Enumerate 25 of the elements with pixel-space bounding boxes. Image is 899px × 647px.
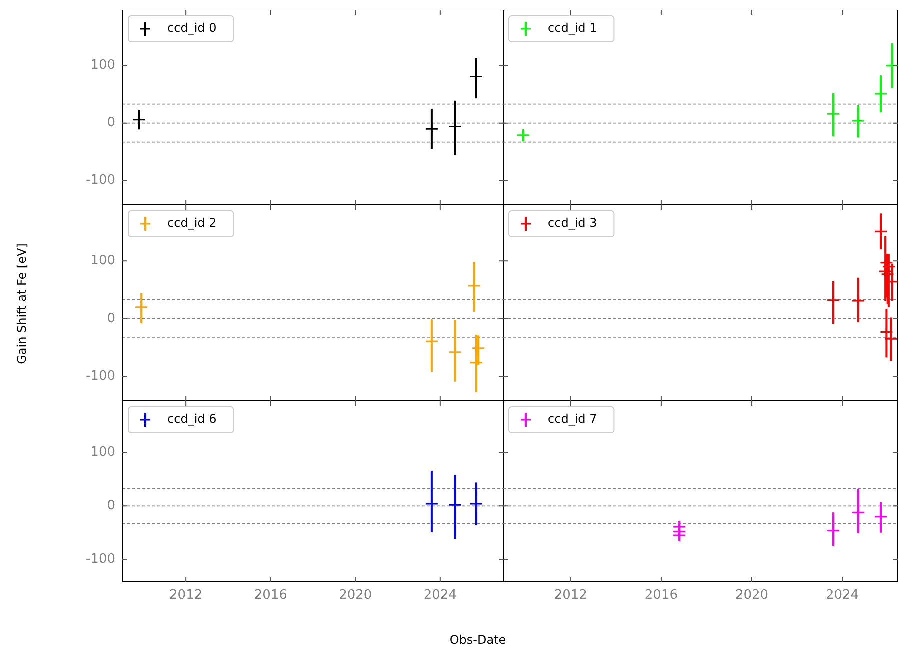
x-tick-label: 2012: [554, 588, 588, 603]
y-tick-label: 0: [107, 311, 116, 326]
y-tick-label: -100: [86, 552, 116, 567]
x-tick-label: 2024: [424, 588, 457, 603]
x-tick-label: 2024: [826, 588, 860, 603]
legend-label: ccd_id 6: [168, 412, 217, 426]
x-tick-label: 2016: [644, 588, 678, 603]
x-axis-title: Obs-Date: [450, 633, 506, 647]
y-axis-title: Gain Shift at Fe [eV]: [15, 244, 29, 364]
y-tick-label: 100: [90, 445, 116, 460]
y-tick-label: -100: [86, 369, 116, 384]
x-tick-label: 2016: [254, 588, 288, 603]
x-tick-label: 2020: [735, 588, 769, 603]
legend-label: ccd_id 0: [168, 21, 217, 36]
legend-label: ccd_id 7: [548, 412, 598, 426]
y-tick-label: 0: [107, 498, 116, 514]
y-tick-label: 0: [107, 116, 116, 131]
legend-label: ccd_id 2: [168, 216, 217, 230]
y-tick-label: 100: [90, 253, 116, 268]
legend-label: ccd_id 3: [548, 216, 598, 230]
x-tick-label: 2020: [339, 588, 372, 603]
legend-label: ccd_id 1: [548, 21, 598, 36]
y-tick-label: 100: [90, 58, 116, 74]
x-tick-label: 2012: [170, 588, 203, 603]
y-tick-label: -100: [86, 173, 116, 188]
